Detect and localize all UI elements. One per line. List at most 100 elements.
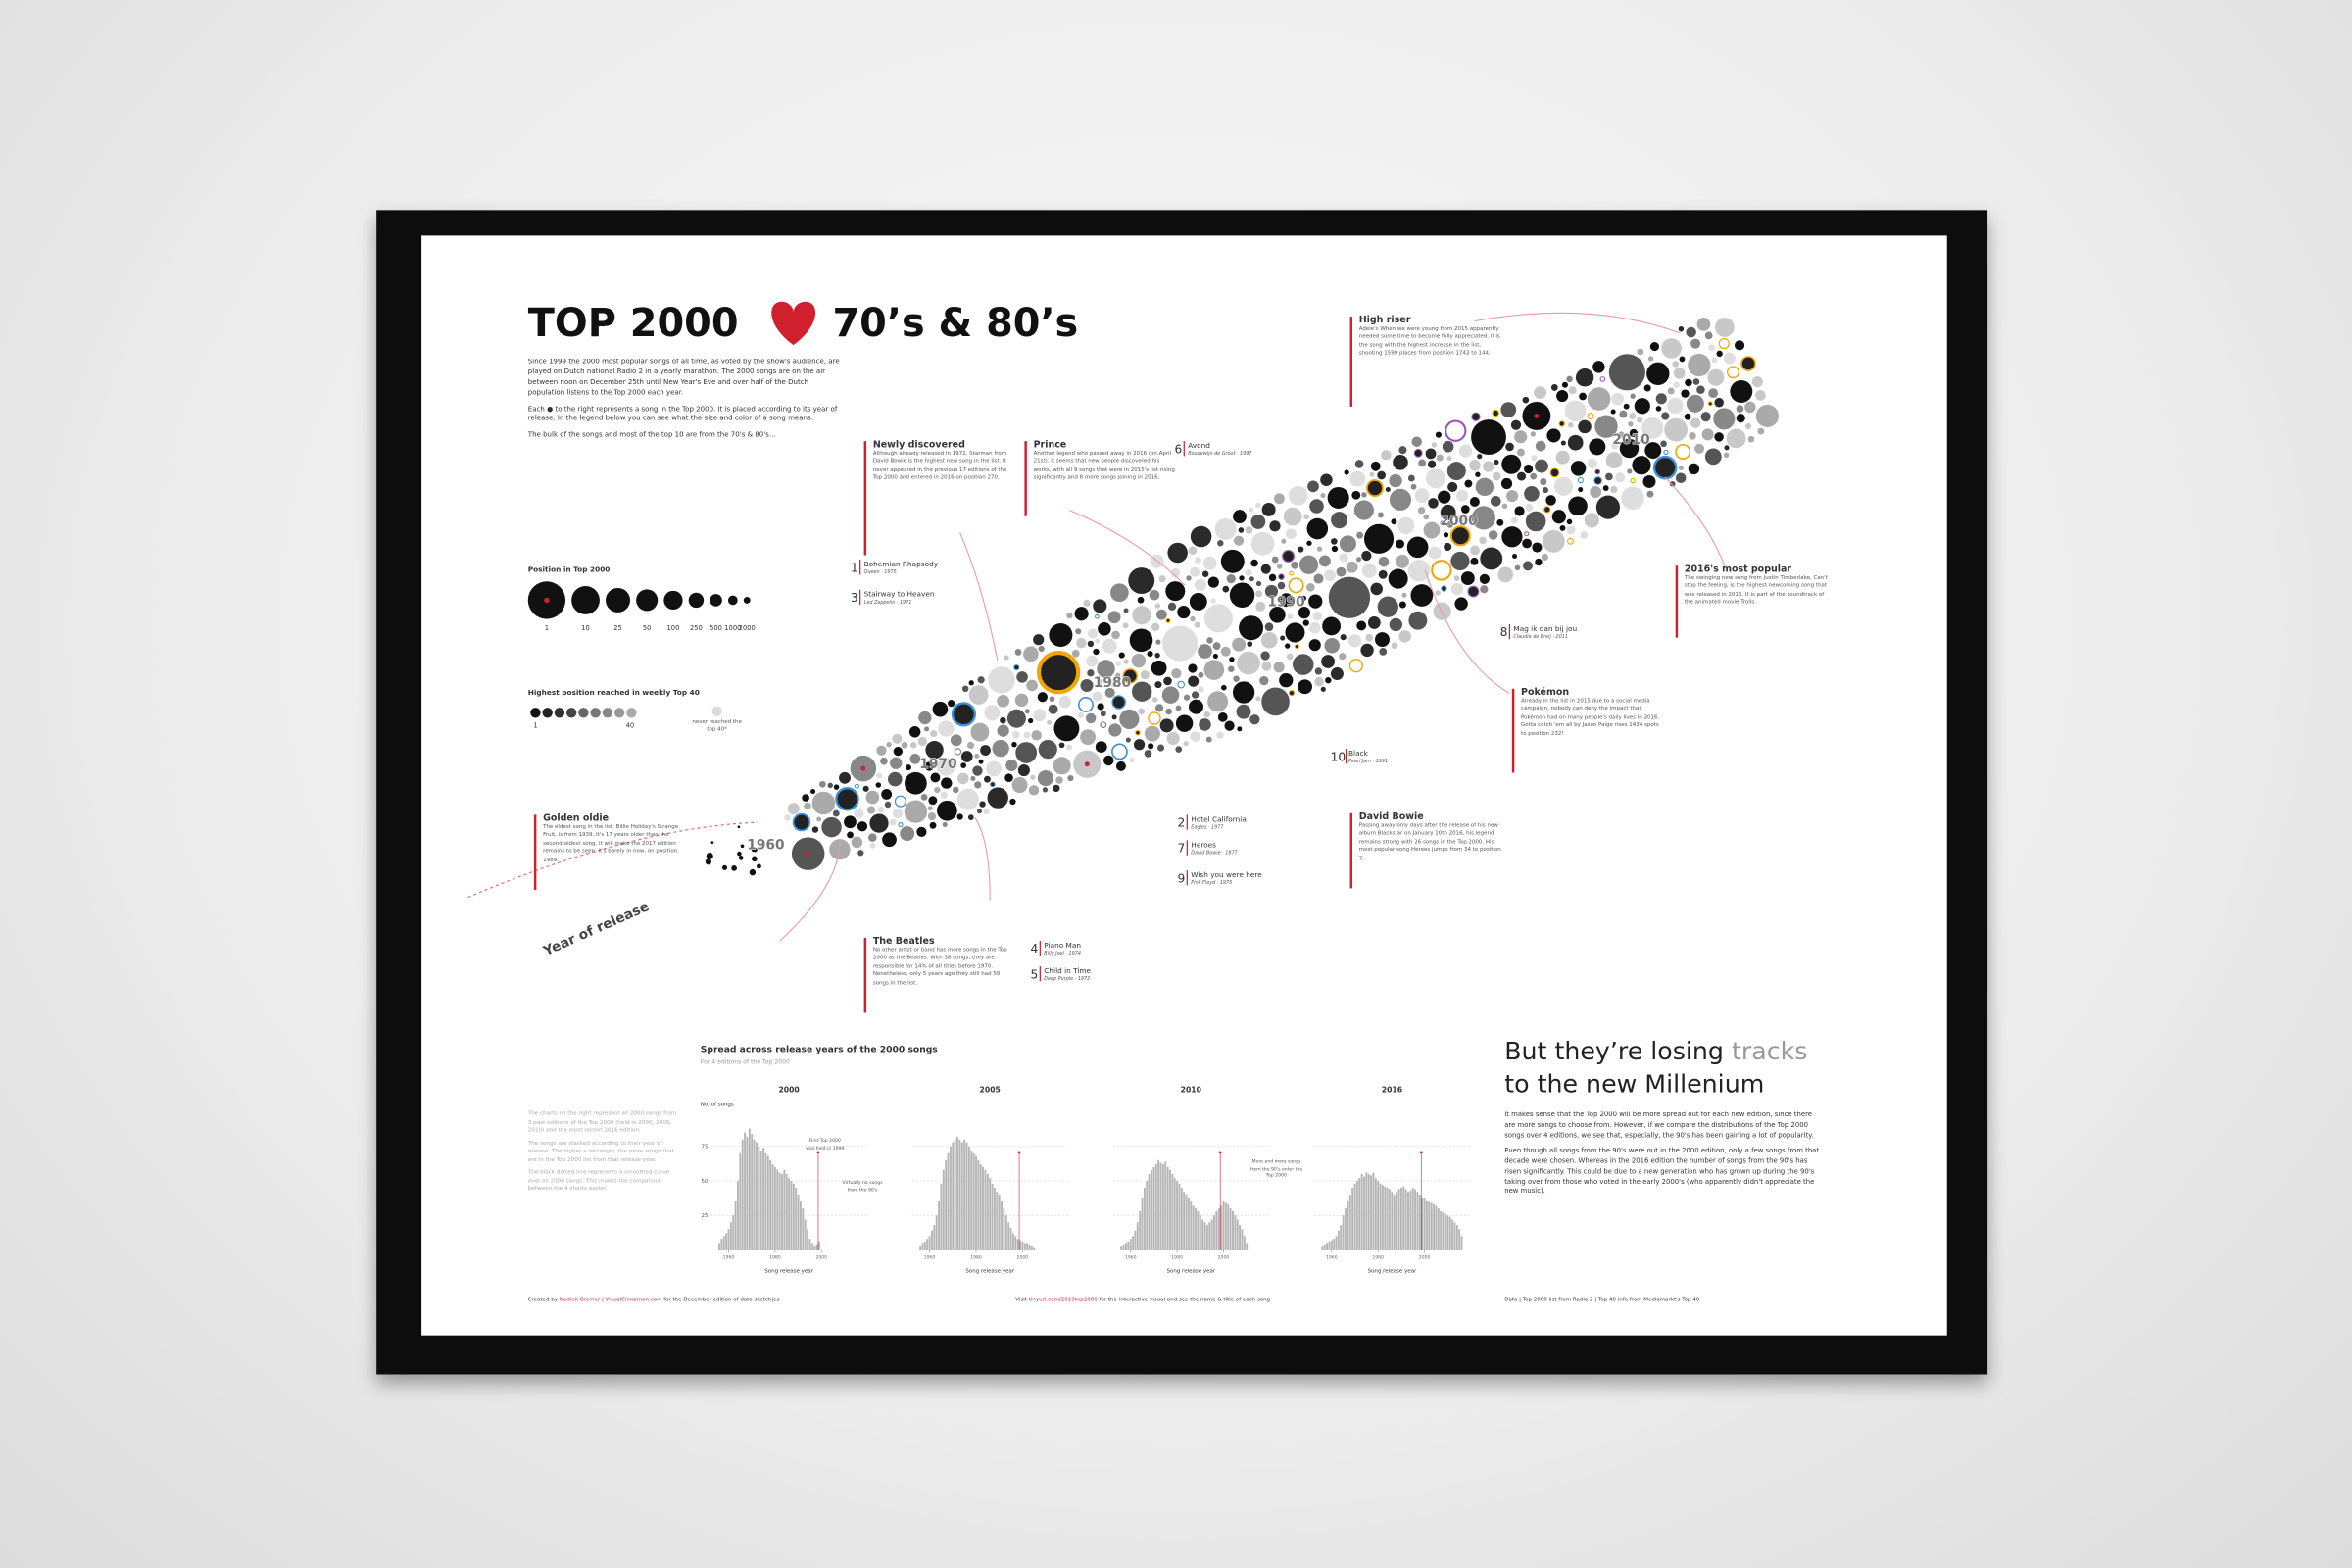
callout-title: High riser [1358,315,1411,326]
x-tick-label: 1980 [1372,1255,1384,1261]
bar [1232,1210,1234,1250]
bar [1423,1197,1426,1250]
legend-size-label: 1 [545,624,549,632]
song-bubble [1087,669,1095,677]
old-song [737,825,741,829]
chart-title: Spread across release years of the 2000 … [701,1044,939,1054]
bar [1157,1159,1160,1250]
song-bubble [1074,607,1089,621]
song-bubble [1389,617,1403,632]
x-tick-label: 2000 [1419,1255,1431,1261]
song-bubble [1450,582,1464,596]
song-bubble [1144,750,1152,758]
song-bubble [1170,567,1181,578]
song-bubble [1115,672,1121,678]
rank-bar [1039,941,1041,956]
song-bubble [1188,663,1198,673]
song-bubble [1688,353,1711,377]
bar [764,1152,767,1250]
song-bubble [1098,622,1111,636]
song-bubble [1080,729,1097,746]
song-bubble [1510,419,1522,430]
song-bubble [1102,638,1117,654]
song-bubble [881,788,893,800]
song-bubble [869,842,876,849]
song-bubble [1442,440,1454,453]
song-bubble [1339,653,1347,661]
song-bubble [1445,419,1467,442]
callout-body: The Beatles No other artist or band has m… [873,936,1017,987]
song-bubble [1396,539,1405,549]
bar [923,1241,926,1250]
song-bubble [1470,545,1481,556]
song-bubble [948,700,956,708]
leader-line [1424,569,1510,694]
song-bubble [1250,559,1258,567]
song-bubble [1260,564,1271,574]
song-bubble [1000,716,1006,724]
song-bubble [983,808,990,814]
song-bubble [927,806,933,811]
bar [1183,1192,1186,1250]
song-bubble [1247,641,1253,647]
song-bubble [1428,498,1439,509]
song-bubble [1154,603,1161,609]
conclusion-paragraph: Even though all songs from the 90's were… [1504,1148,1820,1197]
leader-line [779,840,841,942]
song-bubble [1501,526,1523,548]
bar [727,1229,730,1250]
song-bubble [1644,442,1662,460]
song-title: Mag ik dan bij jou [1513,624,1577,633]
song-bubble [905,771,927,795]
song-bubble [1678,465,1684,471]
bar [928,1236,931,1250]
song-bubble [811,791,836,815]
bar [1330,1240,1333,1250]
bar [1340,1225,1343,1250]
bar [1124,1243,1127,1250]
bar [815,1244,818,1250]
chart-annotation: More and more songs from the 90's enter … [1250,1158,1302,1178]
bubble-cloud [705,318,1779,876]
song-bubble [1690,338,1701,349]
bar [1418,1195,1421,1250]
bar [1391,1192,1394,1250]
song-bubble [1632,456,1651,475]
song-bubble [1453,575,1460,581]
song-bubble [1273,662,1285,673]
song-title: Child in Time [1044,966,1091,975]
rank-number: 7 [1178,842,1186,856]
song-bubble [1346,561,1358,573]
bar [1007,1222,1010,1250]
bar [1243,1236,1246,1250]
note-paragraph: The charts on the right represent all 20… [527,1110,677,1134]
bar [813,1246,816,1250]
bar [1161,1164,1164,1250]
song-bubble [1122,622,1129,629]
rank-number: 3 [851,591,858,605]
song-bubble [1707,368,1725,386]
song-bubble [1690,417,1701,428]
top-song-dot [1534,413,1540,418]
song-bubble [1115,760,1126,771]
song-bubble [1579,392,1587,401]
bar [938,1201,941,1250]
bar [967,1146,970,1250]
song-bubble [1093,648,1100,656]
song-bubble [1564,400,1587,422]
bar [810,1243,813,1250]
song-bubble [1165,581,1186,602]
bar [1358,1178,1361,1250]
note-paragraph: The black dotted line represents a smoot… [527,1169,670,1193]
song-bubble [1285,643,1291,649]
bar [1217,1208,1220,1250]
song-bubble [1550,384,1558,391]
bar [1011,1233,1014,1250]
song-bubble [889,818,897,826]
song-bubble [1224,720,1235,731]
bar [1402,1186,1405,1250]
bar [1014,1236,1017,1250]
